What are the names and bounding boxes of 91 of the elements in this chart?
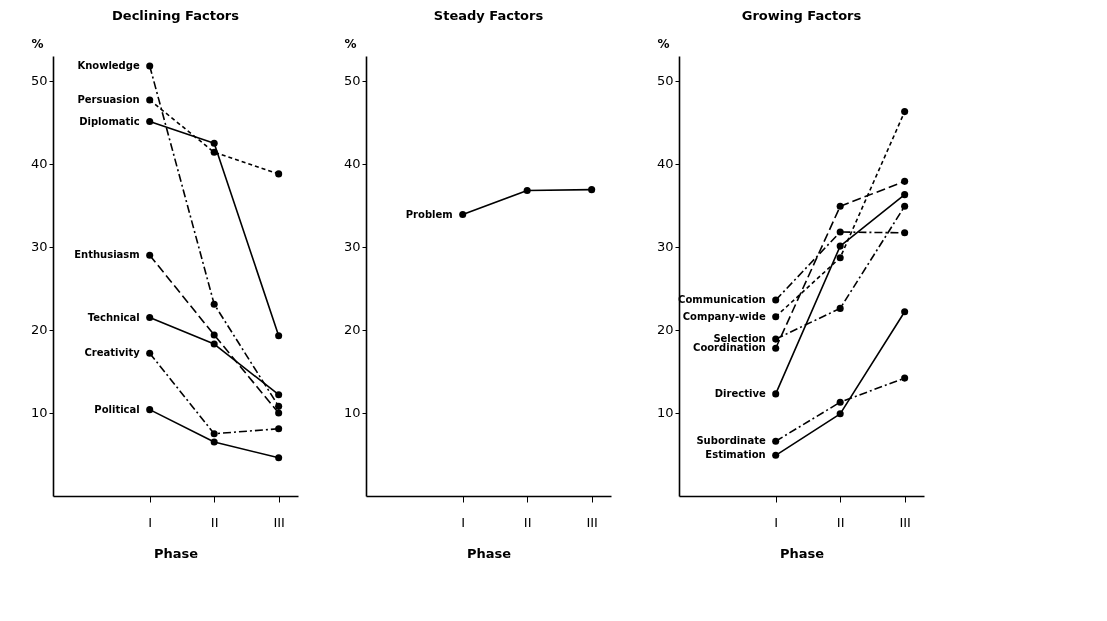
point: [146, 313, 154, 322]
y-tick-label: 50: [343, 73, 361, 89]
y-tick-label: 20: [343, 322, 361, 338]
point: [146, 62, 154, 70]
point: [275, 409, 283, 417]
y-tick-label: 10: [656, 405, 674, 421]
point: [523, 186, 531, 195]
point: [146, 251, 154, 259]
point: [275, 170, 283, 178]
series-label: Creativity: [84, 347, 141, 359]
x-axis-title: Phase: [779, 545, 825, 561]
series-label: Subordinate: [696, 435, 766, 447]
chart-title: Declining Factors: [112, 8, 240, 23]
point: [275, 454, 283, 462]
point: [210, 331, 218, 339]
series-label: Selection: [713, 333, 766, 345]
series-label: Problem: [405, 208, 453, 220]
x-tick-label: III: [273, 514, 285, 530]
point: [772, 344, 780, 352]
point: [210, 139, 218, 147]
point: [772, 313, 780, 321]
series-label: Estimation: [705, 449, 766, 461]
point: [772, 451, 780, 459]
point: [210, 300, 218, 308]
point: [275, 402, 283, 410]
x-tick-label: I: [461, 514, 466, 530]
point: [901, 177, 909, 185]
x-tick-label: I: [774, 514, 779, 530]
point: [901, 308, 909, 316]
point: [146, 406, 154, 414]
x-axis-title: Phase: [153, 545, 199, 561]
x-tick-label: II: [836, 514, 845, 530]
point: [772, 296, 780, 304]
chart-title: Growing Factors: [741, 8, 862, 23]
chart-title: Steady Factors: [433, 8, 544, 23]
y-tick-label: 20: [30, 322, 48, 338]
point: [210, 430, 218, 438]
series-label: Directive: [714, 387, 766, 399]
point: [772, 390, 780, 398]
y-tick-label: 40: [30, 156, 48, 172]
y-tick-label: 10: [30, 405, 48, 421]
point: [146, 349, 154, 357]
y-axis-title: %: [31, 36, 44, 51]
point: [588, 186, 596, 194]
point: [772, 437, 780, 445]
y-tick-label: 50: [30, 73, 48, 89]
point: [836, 410, 844, 418]
series-label: Company-wide: [682, 310, 766, 322]
point: [836, 202, 844, 210]
point: [146, 96, 154, 104]
x-tick-label: II: [210, 514, 219, 530]
x-tick-label: III: [586, 514, 598, 530]
y-axis-title: %: [344, 36, 357, 51]
point: [275, 391, 283, 399]
y-tick-label: 30: [343, 239, 361, 255]
point: [901, 229, 909, 237]
point: [836, 254, 844, 262]
point: [210, 438, 218, 446]
series-label: Technical: [87, 311, 140, 323]
point: [836, 304, 844, 312]
y-tick-label: 40: [343, 156, 361, 172]
series-label: Knowledge: [77, 59, 140, 71]
x-tick-label: II: [523, 514, 532, 530]
series-label: Coordination: [693, 342, 766, 354]
y-axis-title: %: [657, 36, 670, 51]
point: [210, 340, 218, 348]
point: [901, 191, 909, 199]
y-tick-label: 30: [656, 239, 674, 255]
series-label: Enthusiasm: [74, 249, 140, 261]
y-tick-label: 40: [656, 156, 674, 172]
series-label: Political: [94, 403, 140, 415]
point: [836, 242, 844, 250]
point: [901, 374, 909, 382]
point: [836, 398, 844, 406]
point: [836, 228, 844, 236]
x-axis-title: Phase: [466, 545, 512, 561]
y-tick-label: 10: [343, 405, 361, 421]
series-label: Diplomatic: [79, 115, 140, 127]
point: [901, 108, 909, 116]
point: [901, 202, 909, 210]
point: [146, 118, 154, 126]
y-tick-label: 50: [656, 73, 674, 89]
x-tick-label: III: [899, 514, 911, 530]
series-label: Persuasion: [77, 94, 140, 105]
x-tick-label: I: [148, 514, 153, 530]
point: [772, 335, 780, 343]
y-tick-label: 20: [656, 322, 674, 338]
y-tick-label: 30: [30, 239, 48, 255]
point: [275, 425, 283, 433]
point: [275, 332, 283, 340]
point: [459, 211, 467, 219]
